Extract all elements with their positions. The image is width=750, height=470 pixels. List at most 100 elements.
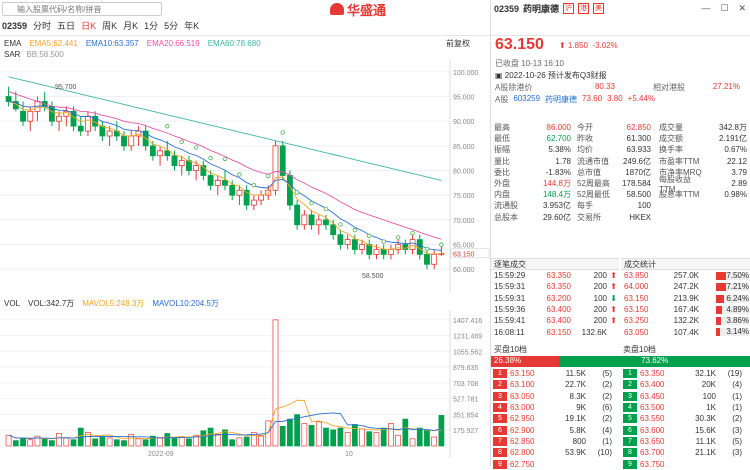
axis-tick-label: 527.781: [453, 397, 478, 404]
volume-bar: [142, 439, 149, 447]
level-volume: 8.3K: [569, 391, 586, 401]
ema-label[interactable]: EMA: [4, 38, 22, 48]
low-mark-label: 58.500: [362, 273, 384, 280]
level-orders: (19): [727, 369, 742, 379]
up-arrow-icon: ⬆: [610, 305, 617, 315]
stat-volume: 257.0K: [673, 271, 699, 281]
stat-label: 最低: [494, 134, 510, 144]
bid-list: 1 63.150 11.5K (5) 2 63.100 22.7K (2) 3 63.050 8.3…: [491, 368, 620, 470]
earnings-notice[interactable]: ▣ 2022-10-26 预计发布Q3财报: [495, 71, 607, 80]
orderbook-row[interactable]: 5 63.550 30.3K (2): [621, 413, 750, 424]
orderbook-row[interactable]: 2 63.400 20K (4): [621, 379, 750, 390]
candle-body: [337, 234, 344, 245]
maximize-button[interactable]: ☐: [720, 3, 729, 13]
a-share-row[interactable]: A股 603259 药明康德 73.60 3.80 +5.44%: [495, 94, 656, 104]
level-orders: (5): [602, 369, 612, 379]
orderbook-row[interactable]: 4 63.000 9K (6): [491, 402, 620, 413]
level-orders: (6): [602, 403, 612, 413]
stat-bar-fill: [716, 283, 726, 292]
volume-bar: [416, 427, 423, 447]
vol-legend: VOL VOL:342.7万 MAVOL5:248.3万 MAVOL10:204…: [0, 297, 490, 309]
tab-5day[interactable]: 五日: [57, 21, 76, 31]
candle-body: [236, 189, 243, 196]
panel-divider: [490, 0, 491, 466]
stat-label: 交易所: [577, 212, 601, 222]
orderbook-row[interactable]: 3 63.050 8.3K (2): [491, 391, 620, 402]
volume-bar: [402, 418, 409, 447]
high-mark-label: 95.700: [55, 84, 77, 91]
ema10-value: EMA10:63.357: [85, 38, 139, 48]
orderbook-row[interactable]: 6 62.900 5.8K (4): [491, 424, 620, 435]
candle-body: [164, 150, 171, 157]
candle-body: [351, 239, 358, 250]
orderbook-row[interactable]: 8 62.800 53.9K (10): [491, 447, 620, 458]
orderbook-row[interactable]: 3 63.450 100 (1): [621, 391, 750, 402]
stat-label: 52周最低: [577, 190, 610, 200]
volume-bar: [5, 434, 12, 447]
orderbook-row[interactable]: 5 62.950 19.1K (2): [491, 413, 620, 424]
orderbook-row[interactable]: 7 62.850 800 (1): [491, 436, 620, 447]
tick-time: 15:59:36: [494, 305, 526, 315]
orderbook-row[interactable]: 1 63.150 11.5K (5): [491, 368, 620, 379]
volume-bar: [214, 433, 221, 447]
tab-5min[interactable]: 5分: [164, 21, 179, 31]
tick-row: 15:59:31 63.200 100 ⬇: [491, 293, 619, 304]
candle-body: [85, 115, 91, 132]
badge-sh[interactable]: 沪: [563, 3, 575, 14]
stat-volume: 247.2K: [673, 282, 699, 292]
level-orders: (3): [732, 425, 742, 435]
candle-body: [409, 239, 416, 250]
orderbook-row[interactable]: 1 63.350 32.1K (19): [621, 368, 750, 379]
sar-label[interactable]: SAR: [4, 50, 21, 59]
badge-hk[interactable]: 港: [578, 3, 590, 14]
tab-weekly-k[interactable]: 周K: [102, 21, 118, 31]
level-number: 9: [623, 459, 637, 469]
tab-monthly-k[interactable]: 月K: [123, 21, 139, 31]
tab-1min[interactable]: 1分: [144, 21, 159, 31]
tab-intraday[interactable]: 分时: [33, 21, 52, 31]
tab-daily-k[interactable]: 日K: [81, 21, 97, 31]
tab-yearly-k[interactable]: 年K: [184, 21, 200, 31]
volume-bar: [99, 436, 106, 447]
level-volume: 32.1K: [695, 369, 716, 379]
candle-body: [135, 130, 142, 137]
orderbook-row[interactable]: 4 63.500 1K (1): [621, 402, 750, 413]
badge-us[interactable]: 美: [593, 3, 605, 14]
orderbook-row[interactable]: 7 63.650 11.1K (5): [621, 436, 750, 447]
level-number: 2: [493, 380, 507, 390]
volume-bar: [113, 439, 120, 447]
vol-label[interactable]: VOL: [4, 298, 21, 308]
stat-pct: 4.89%: [726, 304, 749, 314]
orderbook-row[interactable]: 6 63.600 15.6K (3): [621, 424, 750, 435]
vol-value: VOL:342.7万: [28, 298, 75, 308]
stat-row: 64.000 247.2K 7.21%: [621, 281, 750, 292]
volume-bar: [164, 433, 171, 447]
stat-label: 最高: [494, 123, 510, 133]
sar-dot: [338, 222, 343, 227]
level-number: 9: [493, 459, 507, 469]
volume-chart[interactable]: 1407.416 1231.489 1055.562 879.635 703.708 52…: [0, 310, 490, 458]
stat-label: 换手率: [659, 145, 683, 155]
stat-label: 振幅: [494, 145, 510, 155]
orderbook-row[interactable]: 9 63.750: [621, 458, 750, 469]
level-orders: (2): [602, 391, 612, 401]
orderbook-row[interactable]: 8 63.700 21.1K (3): [621, 447, 750, 458]
kline-chart[interactable]: 100.000 95.000 90.000 85.000 80.000 75.000 70.…: [0, 60, 490, 292]
volume-bar: [12, 440, 19, 447]
volume-bar: [92, 438, 99, 447]
axis-tick-label: 1055.562: [453, 349, 482, 356]
minimize-button[interactable]: —: [701, 3, 711, 13]
candle-body: [395, 244, 402, 250]
level-price: 63.400: [640, 380, 665, 390]
level-price: 62.950: [510, 414, 535, 424]
close-button[interactable]: ✕: [738, 3, 746, 13]
candle-body: [200, 165, 207, 176]
stat-value: 62.850: [626, 123, 651, 133]
stat-price: 63.150: [624, 293, 649, 303]
tick-row: 15:59:31 63.350 200 ⬆: [491, 281, 619, 292]
orderbook-row[interactable]: 9 62.750: [491, 458, 620, 469]
orderbook-row[interactable]: 2 63.100 22.7K (2): [491, 379, 620, 390]
down-arrow-icon: ⬇: [610, 293, 617, 303]
search-input[interactable]: [2, 2, 162, 16]
adjust-select[interactable]: 前复权: [446, 38, 470, 48]
